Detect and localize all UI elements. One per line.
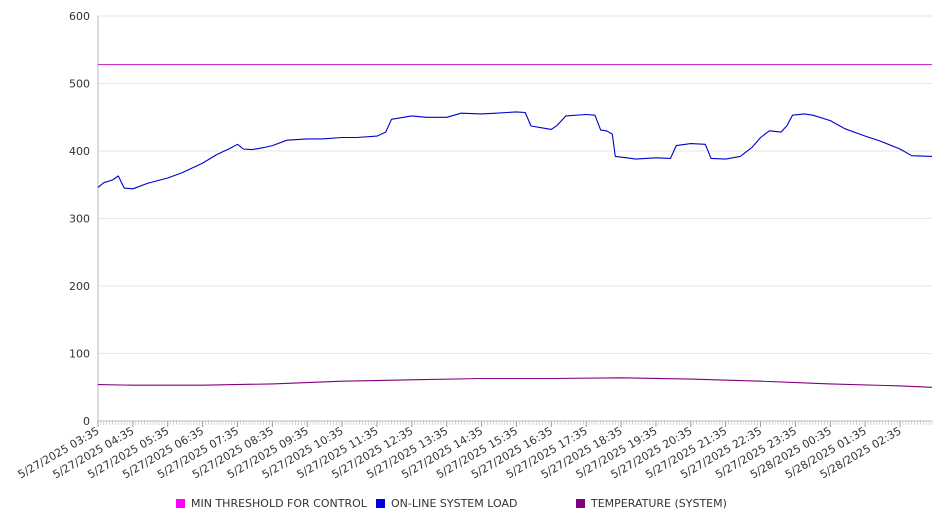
legend-item-temperature[interactable]: TEMPERATURE (SYSTEM) (576, 497, 727, 510)
legend-swatch-temperature (576, 499, 585, 508)
legend-label-temperature: TEMPERATURE (SYSTEM) (591, 497, 727, 510)
y-tick-label: 500 (69, 78, 90, 91)
y-tick-label: 400 (69, 145, 90, 158)
x-axis-ticks: 5/27/2025 03:355/27/2025 04:355/27/2025 … (16, 421, 933, 481)
grid-lines (98, 15, 932, 354)
legend-label-threshold: MIN THRESHOLD FOR CONTROL (191, 497, 367, 510)
legend-label-load: ON-LINE SYSTEM LOAD (391, 497, 518, 510)
y-tick-label: 300 (69, 213, 90, 226)
legend-swatch-load (376, 499, 385, 508)
series-line-load (97, 111, 933, 190)
y-tick-label: 600 (69, 10, 90, 23)
y-tick-label: 200 (69, 280, 90, 293)
y-tick-label: 100 (69, 348, 90, 361)
legend-swatch-threshold (176, 499, 185, 508)
series-lines (97, 64, 933, 388)
legend: MIN THRESHOLD FOR CONTROL ON-LINE SYSTEM… (0, 497, 946, 515)
series-line-temperature (97, 377, 933, 388)
axes (97, 16, 932, 422)
legend-item-threshold[interactable]: MIN THRESHOLD FOR CONTROL (176, 497, 367, 510)
y-axis-ticks: 0 100 200 300 400 500 600 (69, 10, 90, 428)
line-chart: 0 100 200 300 400 500 600 5/27/2025 03:355/27/… (16, 10, 933, 481)
legend-item-load[interactable]: ON-LINE SYSTEM LOAD (376, 497, 517, 510)
y-tick-label: 0 (83, 415, 90, 428)
